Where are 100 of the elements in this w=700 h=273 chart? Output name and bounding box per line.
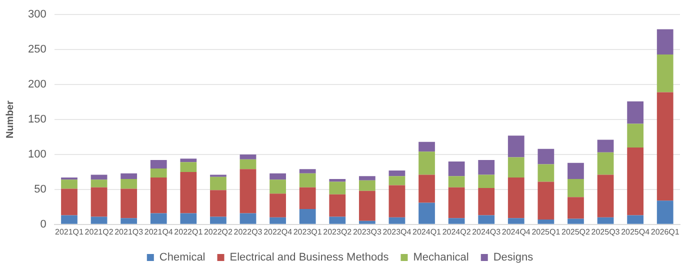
bar <box>508 157 524 178</box>
bar <box>358 180 376 191</box>
bar <box>180 172 197 214</box>
bar <box>210 216 226 224</box>
bar <box>538 148 554 164</box>
bar <box>448 161 465 176</box>
x-tick-label: 2024Q2 <box>442 227 472 236</box>
bar <box>150 160 167 168</box>
bar <box>538 182 554 220</box>
bar <box>180 213 197 224</box>
x-tick-label: 2022Q2 <box>204 227 233 236</box>
legend-label: Designs <box>493 252 534 264</box>
bar <box>120 218 138 224</box>
bar <box>120 188 138 218</box>
legend-label: Mechanical <box>413 252 469 264</box>
bar <box>61 180 78 189</box>
x-tick-label: 2021Q2 <box>84 227 114 236</box>
bar <box>90 180 108 188</box>
bar <box>150 213 167 224</box>
bar <box>418 142 435 152</box>
bar <box>329 182 346 194</box>
bar <box>358 220 376 224</box>
x-tick-label: 2024Q4 <box>502 227 531 236</box>
y-tick-label: 300 <box>28 8 46 21</box>
x-tick-label: 2024Q3 <box>472 227 502 236</box>
bar <box>90 187 108 217</box>
x-tick-label: 2024Q1 <box>412 227 442 236</box>
bar <box>329 194 346 217</box>
x-tick-label: 2025Q1 <box>532 227 561 236</box>
bar <box>418 202 435 224</box>
bar <box>358 176 376 180</box>
x-tick-label: 2026Q1 <box>650 227 680 236</box>
y-tick-label: 50 <box>34 183 46 196</box>
bar <box>478 160 495 175</box>
bar <box>210 176 226 190</box>
x-tick-label: 2021Q1 <box>55 227 84 236</box>
bar <box>61 188 78 216</box>
bar <box>418 174 435 203</box>
bar <box>597 140 614 152</box>
x-tick-label: 2022Q4 <box>264 227 293 236</box>
bar <box>448 187 465 218</box>
bar <box>120 173 138 179</box>
bar <box>538 220 554 224</box>
bar <box>656 92 674 201</box>
bar <box>627 215 644 224</box>
bar <box>329 178 346 182</box>
bar <box>61 215 78 224</box>
bar <box>299 187 316 210</box>
x-tick-label: 2021Q3 <box>114 227 144 236</box>
bar <box>299 169 316 174</box>
x-tick-label: 2023Q1 <box>293 227 322 236</box>
bar <box>180 158 197 162</box>
bar <box>90 174 108 180</box>
bar <box>240 159 256 170</box>
x-tick-label: 2022Q3 <box>234 227 263 236</box>
bar <box>508 178 524 218</box>
y-tick-label: 100 <box>28 148 46 160</box>
bar <box>627 101 644 124</box>
bar <box>270 180 286 194</box>
bar <box>388 170 406 176</box>
bar <box>388 217 406 224</box>
bar <box>597 152 614 175</box>
bar <box>120 178 138 189</box>
bar <box>597 174 614 218</box>
x-tick-label: 2023Q4 <box>382 227 412 236</box>
y-tick-label: 200 <box>28 78 46 91</box>
bar <box>150 168 167 178</box>
bar <box>568 218 584 224</box>
bar <box>478 215 495 224</box>
bar <box>478 174 495 188</box>
x-tick-label: 2025Q2 <box>561 227 591 236</box>
bar <box>299 173 316 188</box>
bar <box>240 213 256 224</box>
y-tick-label: 250 <box>28 44 46 56</box>
x-tick-label: 2023Q2 <box>323 227 352 236</box>
bar <box>568 197 584 219</box>
x-tick-label: 2023Q3 <box>352 227 382 236</box>
bar <box>627 147 644 216</box>
bar <box>508 218 524 224</box>
bar <box>656 200 674 224</box>
bar <box>388 185 406 218</box>
x-tick-label: 2025Q3 <box>591 227 620 236</box>
bar <box>180 162 197 172</box>
bar <box>240 169 256 214</box>
bar <box>210 190 226 217</box>
bar <box>150 178 167 214</box>
bar <box>358 190 376 221</box>
bar <box>656 54 674 92</box>
bar <box>240 154 256 160</box>
y-tick-label: 150 <box>28 114 46 126</box>
bar <box>568 162 584 179</box>
bar <box>388 176 406 186</box>
bar <box>270 194 286 218</box>
bar <box>448 176 465 188</box>
bar <box>597 217 614 224</box>
y-axis-title: Number <box>4 100 16 138</box>
bar <box>418 152 435 175</box>
bar <box>627 124 644 148</box>
bar <box>270 217 286 224</box>
bar <box>478 188 495 216</box>
